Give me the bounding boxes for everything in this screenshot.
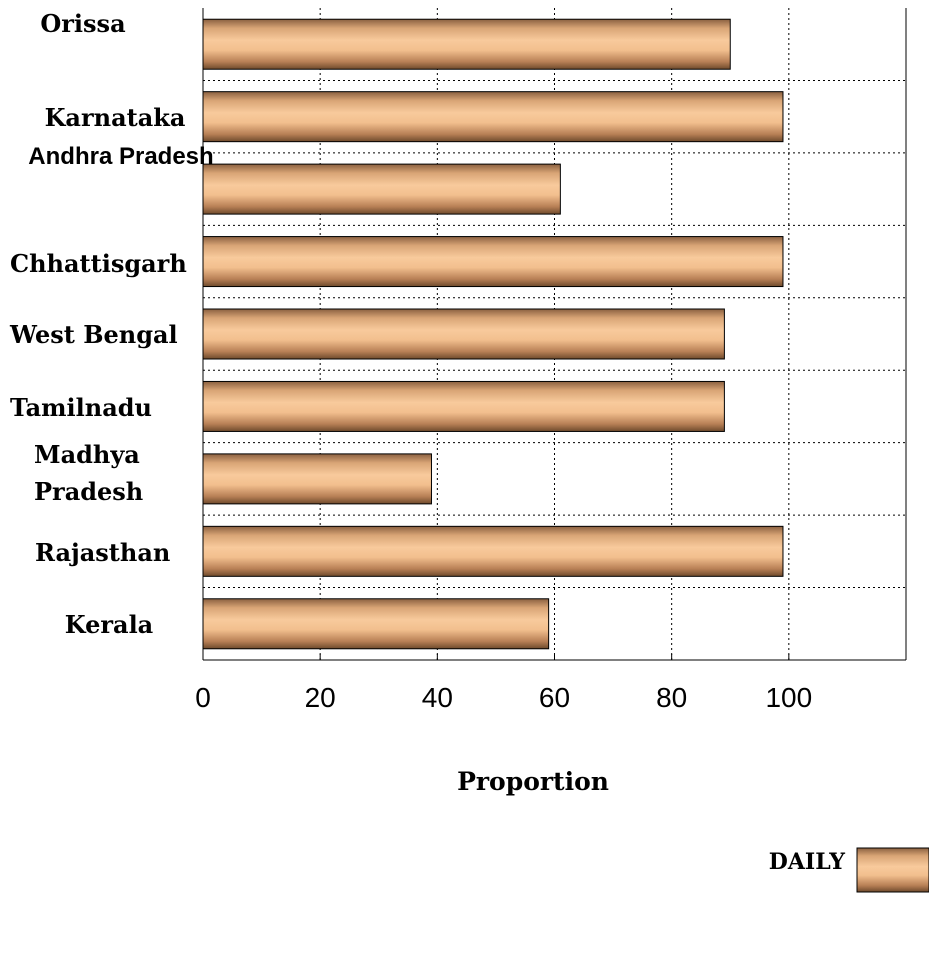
bar (202, 380, 725, 432)
x-tick-label: 80 (656, 682, 687, 713)
category-label: West Bengal (9, 320, 178, 349)
legend-swatch (856, 847, 929, 893)
bar (202, 91, 784, 143)
category-label: Chhattisgarh (10, 249, 187, 278)
bar (202, 18, 731, 70)
category-label: Rajasthan (35, 538, 170, 567)
bar (202, 598, 550, 650)
bar (202, 453, 432, 505)
x-tick-label: 60 (539, 682, 570, 713)
category-labels: Orissa Karnataka Andhra Pradesh Chhattisgar… (9, 9, 214, 639)
x-tick-label: 20 (305, 682, 336, 713)
bar (202, 525, 784, 577)
bar (202, 236, 784, 288)
bar (202, 308, 725, 360)
bar (202, 163, 561, 215)
x-tick-label: 100 (765, 682, 812, 713)
x-tick-label: 40 (422, 682, 453, 713)
legend: DAILY (769, 847, 929, 893)
x-tick-label: 0 (195, 682, 211, 713)
x-tick-labels: 0 20 40 60 80 100 (195, 682, 812, 713)
category-label: Karnataka (45, 103, 186, 132)
axes (202, 8, 907, 661)
category-label: Tamilnadu (10, 393, 152, 422)
category-label: Orissa (40, 9, 125, 38)
category-label: Kerala (65, 610, 153, 639)
bars (202, 18, 784, 650)
category-label: Madhya Pradesh (34, 440, 143, 506)
category-label: Andhra Pradesh (28, 143, 213, 170)
x-axis-label: Proportion (457, 767, 609, 796)
legend-label: DAILY (769, 849, 846, 875)
